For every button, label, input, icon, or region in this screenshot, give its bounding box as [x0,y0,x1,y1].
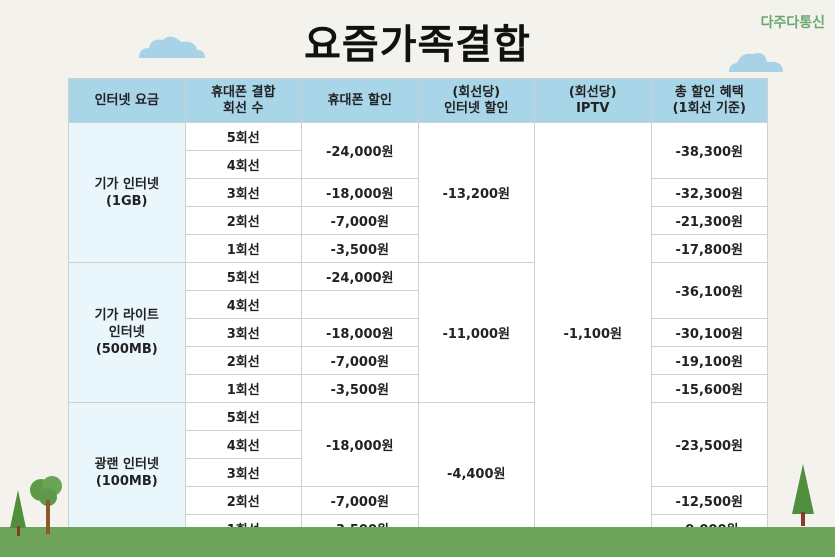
phone-discount-cell: -18,000원 [301,402,419,487]
line-count-cell: 5회선 [184,402,302,431]
phone-discount-cell: -24,000원 [301,262,419,291]
column-header: 총 할인 혜택 (1회선 기준) [650,78,768,123]
line-count-cell: 3회선 [184,318,302,347]
table-row: 기가 라이트 인터넷 (500MB) 5회선 -24,000원 -11,000원 -36,1… [68,262,768,403]
cloud-icon [729,53,783,72]
column-header: (회선당) IPTV [534,78,652,123]
line-count-cell: 5회선 [184,122,302,151]
cloud-icon [139,36,205,58]
line-count-cell: 1회선 [184,374,302,403]
total-discount-cell: -17,800원 [650,234,768,263]
phone-discount-cell: -18,000원 [301,318,419,347]
line-count-cell: 2회선 [184,206,302,235]
table-row: 4회선 [69,290,768,319]
total-discount-cell: -12,500원 [650,486,768,515]
phone-discount-cell: -7,000원 [301,346,419,375]
plan-name-cell: 광랜 인터넷 (100MB) [68,402,186,543]
line-count-cell: 1회선 [184,234,302,263]
line-count-cell: 2회선 [184,486,302,515]
internet-discount-cell: -4,400원 [417,402,535,543]
total-discount-cell: -30,100원 [650,318,768,347]
tree-icon [10,476,62,536]
total-discount-cell: -32,300원 [650,178,768,207]
line-count-cell: 4회선 [184,430,302,459]
phone-discount-cell: -3,500원 [301,234,419,263]
column-header: (회선당) 인터넷 할인 [417,78,535,123]
line-count-cell: 5회선 [184,262,302,291]
phone-discount-cell: -18,000원 [301,178,419,207]
line-count-cell: 3회선 [184,458,302,487]
line-count-cell: 3회선 [184,178,302,207]
table-row: 2회선 -7,000원 -21,300원 [69,206,768,235]
family-bundle-table: 인터넷 요금 휴대폰 결합 회선 수 휴대폰 할인 (회선당) 인터넷 할인 (회선당) IP… [68,78,768,543]
total-discount-cell: -23,500원 [650,402,768,487]
line-count-cell: 4회선 [184,290,302,319]
table-row: 2회선 -7,000원 -19,100원 [69,346,768,375]
total-discount-cell: -21,300원 [650,206,768,235]
total-discount-cell: -19,100원 [650,346,768,375]
table-row: 1회선 -3,500원 -15,600원 [69,374,768,403]
plan-name-cell: 기가 인터넷 (1GB) [68,122,186,263]
line-count-cell: 4회선 [184,150,302,179]
column-header: 인터넷 요금 [68,78,186,123]
table-row: 4회선 [69,150,768,179]
internet-discount-cell: -13,200원 [417,122,535,263]
phone-discount-cell: -7,000원 [301,486,419,515]
page-title: 요즘가족결합 [304,22,531,68]
table-row: 기가 인터넷 (1GB) 5회선 -24,000원 -13,200원 -1,100원 -38… [68,122,768,543]
phone-discount-cell [301,290,419,319]
total-discount-cell: -36,100원 [650,262,768,319]
phone-discount-cell: -3,500원 [301,374,419,403]
phone-discount-cell: -24,000원 [301,122,419,179]
internet-discount-cell: -11,000원 [417,262,535,403]
iptv-discount-cell: -1,100원 [534,122,652,543]
phone-discount-cell: -7,000원 [301,206,419,235]
column-header: 휴대폰 할인 [301,78,419,123]
line-count-cell: 2회선 [184,346,302,375]
total-discount-cell: -15,600원 [650,374,768,403]
table-row: 3회선 [69,458,768,487]
plan-name-cell: 기가 라이트 인터넷 (500MB) [68,262,186,403]
total-discount-cell: -38,300원 [650,122,768,179]
table-row: 광랜 인터넷 (100MB) 5회선 -18,000원 -4,400원 -23,500원 [68,402,768,543]
table-row: 3회선 -18,000원 -32,300원 [69,178,768,207]
brand-logo: 다주다통신 [760,15,825,31]
table-row: 2회선 -7,000원 -12,500원 [69,486,768,515]
table-row: 4회선 [69,430,768,459]
table-row: 1회선 -3,500원 -17,800원 [69,234,768,263]
grass-decoration [0,527,835,557]
tree-icon [792,464,814,526]
column-header: 휴대폰 결합 회선 수 [184,78,302,123]
